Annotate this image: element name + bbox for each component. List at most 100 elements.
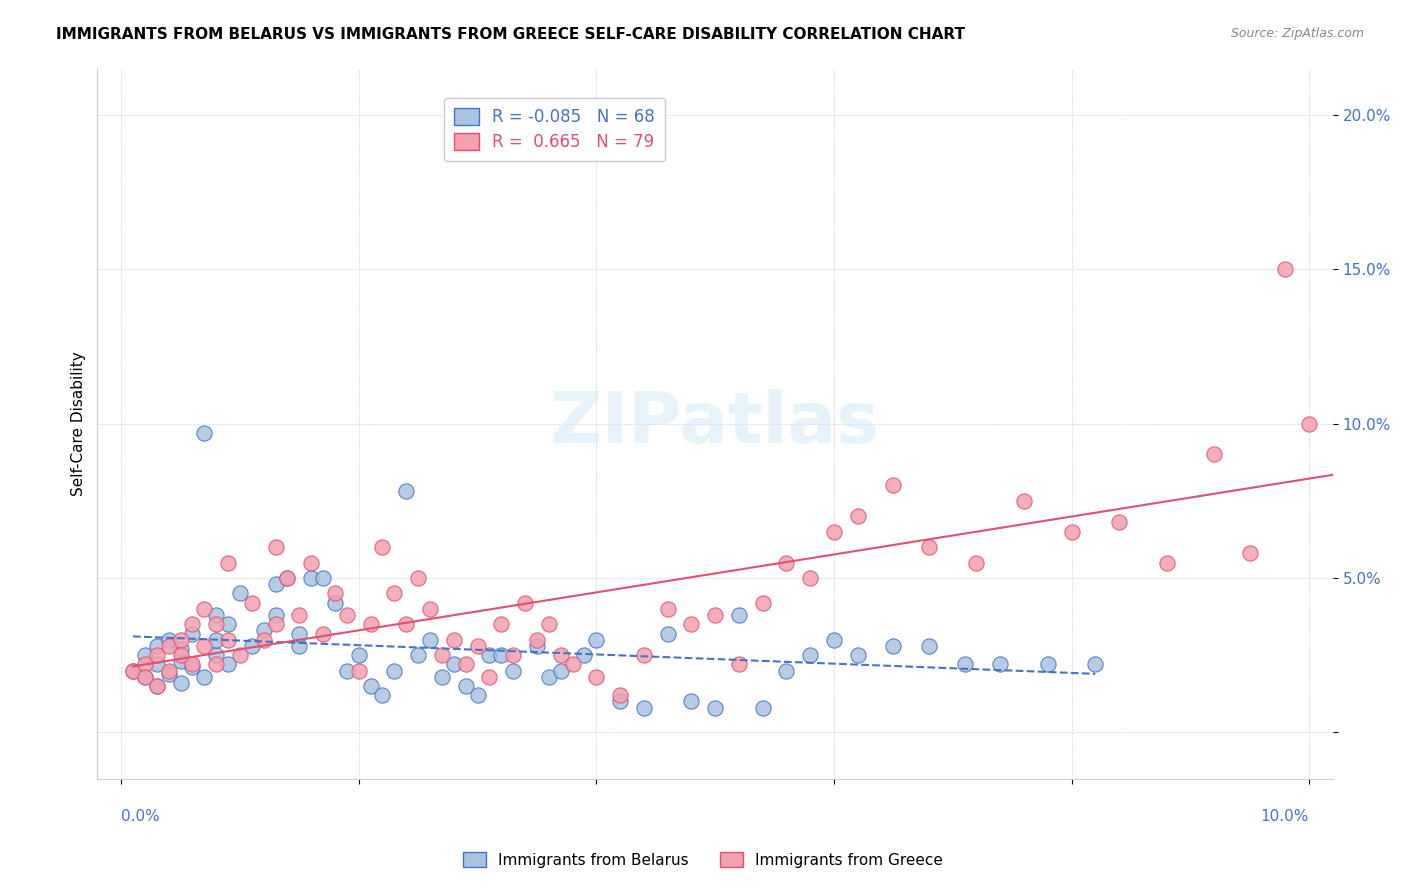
Point — [751, 596, 773, 610]
Point — [443, 657, 465, 672]
Point — [193, 425, 215, 440]
Point — [1012, 493, 1035, 508]
Point — [169, 676, 191, 690]
Point — [1108, 516, 1130, 530]
Point — [846, 648, 869, 662]
Point — [288, 626, 311, 640]
Point — [561, 657, 583, 672]
Point — [145, 648, 167, 662]
Point — [312, 626, 335, 640]
Text: IMMIGRANTS FROM BELARUS VS IMMIGRANTS FROM GREECE SELF-CARE DISABILITY CORRELATI: IMMIGRANTS FROM BELARUS VS IMMIGRANTS FR… — [56, 27, 966, 42]
Point — [454, 679, 477, 693]
Point — [264, 577, 287, 591]
Point — [882, 639, 904, 653]
Point — [1357, 524, 1379, 539]
Point — [336, 607, 359, 622]
Point — [181, 626, 204, 640]
Point — [217, 632, 239, 647]
Y-axis label: Self-Care Disability: Self-Care Disability — [72, 351, 86, 496]
Point — [122, 664, 145, 678]
Text: 10.0%: 10.0% — [1261, 810, 1309, 824]
Point — [382, 586, 405, 600]
Point — [1204, 447, 1226, 461]
Point — [478, 670, 501, 684]
Point — [134, 670, 156, 684]
Point — [253, 632, 276, 647]
Point — [181, 657, 204, 672]
Text: Source: ZipAtlas.com: Source: ZipAtlas.com — [1230, 27, 1364, 40]
Point — [882, 478, 904, 492]
Point — [633, 700, 655, 714]
Point — [360, 617, 382, 632]
Point — [193, 639, 215, 653]
Point — [454, 657, 477, 672]
Point — [264, 607, 287, 622]
Point — [502, 648, 524, 662]
Point — [205, 607, 228, 622]
Legend: Immigrants from Belarus, Immigrants from Greece: Immigrants from Belarus, Immigrants from… — [456, 844, 950, 875]
Point — [134, 648, 156, 662]
Point — [550, 664, 572, 678]
Point — [288, 639, 311, 653]
Point — [502, 664, 524, 678]
Point — [193, 602, 215, 616]
Point — [609, 694, 631, 708]
Point — [1156, 556, 1178, 570]
Point — [491, 648, 513, 662]
Point — [728, 657, 751, 672]
Point — [609, 688, 631, 702]
Point — [253, 624, 276, 638]
Point — [775, 556, 797, 570]
Point — [537, 617, 560, 632]
Point — [169, 654, 191, 668]
Point — [1239, 546, 1261, 560]
Point — [134, 657, 156, 672]
Point — [169, 642, 191, 657]
Point — [193, 670, 215, 684]
Point — [264, 617, 287, 632]
Point — [395, 617, 418, 632]
Point — [157, 664, 180, 678]
Point — [240, 639, 263, 653]
Point — [513, 596, 536, 610]
Point — [395, 484, 418, 499]
Point — [657, 626, 679, 640]
Point — [323, 586, 346, 600]
Point — [1274, 262, 1296, 277]
Point — [134, 670, 156, 684]
Text: 0.0%: 0.0% — [121, 810, 160, 824]
Point — [205, 657, 228, 672]
Point — [157, 666, 180, 681]
Point — [181, 660, 204, 674]
Point — [323, 596, 346, 610]
Point — [467, 688, 489, 702]
Point — [966, 556, 988, 570]
Point — [953, 657, 976, 672]
Point — [728, 607, 751, 622]
Point — [217, 556, 239, 570]
Point — [145, 639, 167, 653]
Point — [406, 648, 429, 662]
Point — [918, 540, 941, 554]
Point — [681, 694, 703, 708]
Point — [537, 670, 560, 684]
Point — [704, 700, 727, 714]
Point — [526, 632, 548, 647]
Point — [1060, 524, 1083, 539]
Point — [918, 639, 941, 653]
Point — [371, 540, 394, 554]
Point — [775, 664, 797, 678]
Point — [585, 670, 607, 684]
Point — [988, 657, 1011, 672]
Point — [122, 664, 145, 678]
Point — [1298, 417, 1320, 431]
Text: ZIPatlas: ZIPatlas — [550, 389, 880, 458]
Point — [467, 639, 489, 653]
Point — [299, 556, 322, 570]
Point — [823, 524, 845, 539]
Point — [229, 648, 252, 662]
Point — [205, 632, 228, 647]
Point — [526, 639, 548, 653]
Point — [169, 632, 191, 647]
Point — [430, 648, 453, 662]
